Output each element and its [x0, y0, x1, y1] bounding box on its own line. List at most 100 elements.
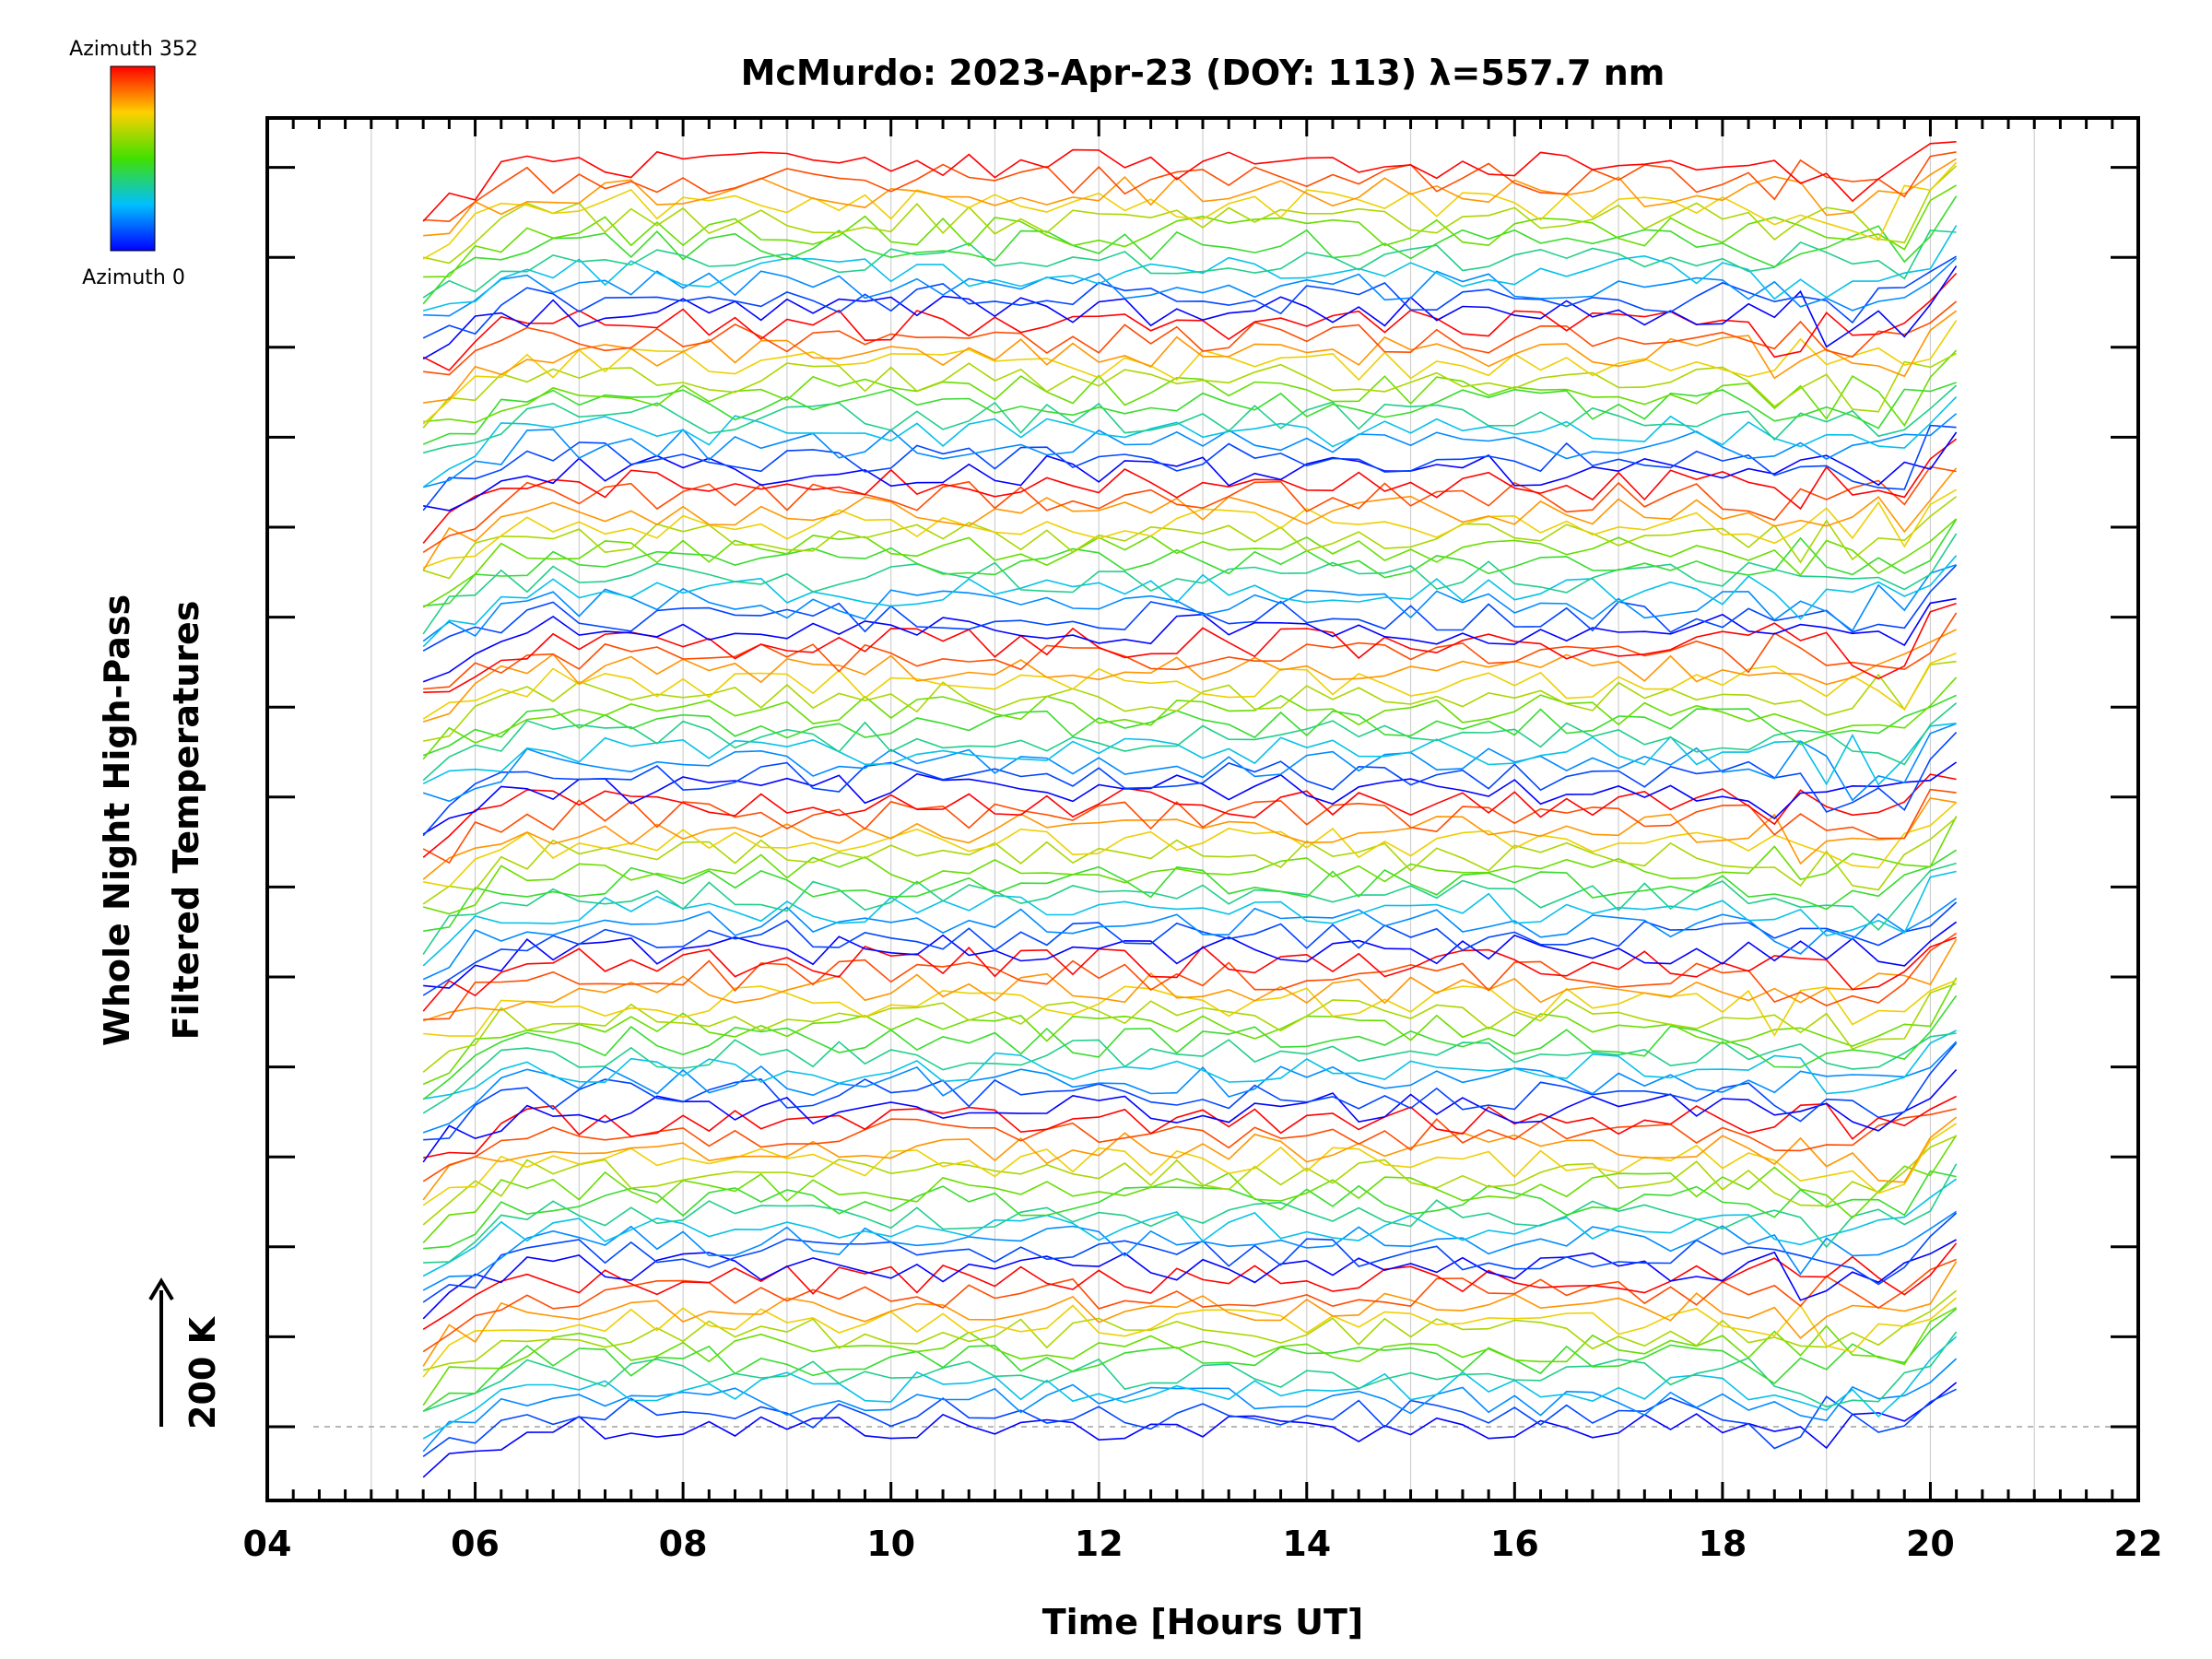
trace-line	[422, 1297, 1958, 1378]
trace-line	[422, 1068, 1958, 1163]
trace-line	[423, 151, 1957, 223]
trace-line	[422, 488, 1957, 569]
trace-line	[422, 1108, 1957, 1182]
trace-line	[422, 467, 1958, 571]
trace-line	[422, 1242, 1958, 1330]
trace-line	[422, 518, 1958, 608]
x-tick-label: 06	[451, 1524, 500, 1564]
trace-line	[422, 272, 1958, 371]
trace-line	[422, 1382, 1958, 1478]
y-axis-label-line2: Filtered Temperatures	[166, 601, 206, 1041]
trace-line	[422, 465, 1957, 553]
trace-line	[422, 352, 1957, 429]
trace-line	[423, 1170, 1957, 1250]
chart-title: McMurdo: 2023-Apr-23 (DOY: 113) λ=557.7 …	[741, 53, 1665, 93]
x-tick-label: 22	[2114, 1524, 2163, 1564]
trace-line	[422, 898, 1958, 981]
trace-line	[423, 310, 1958, 404]
colorbar-top-label: Azimuth 352	[69, 38, 198, 61]
trace-line	[422, 723, 1957, 803]
trace-line	[422, 564, 1958, 652]
axis-ticks	[265, 118, 2140, 1500]
trace-line	[422, 938, 1958, 1022]
x-tick-label: 10	[866, 1524, 915, 1564]
trace-line	[422, 1123, 1958, 1206]
trace-line	[422, 1331, 1958, 1412]
trace-line	[422, 1212, 1958, 1303]
trace-line	[422, 1032, 1957, 1114]
trace-line	[422, 438, 1958, 544]
trace-line	[422, 652, 1957, 720]
trace-line	[422, 761, 1958, 835]
trace-line	[422, 702, 1958, 782]
trace-line	[422, 1388, 1957, 1457]
trace-line	[422, 1135, 1957, 1226]
trace-line	[423, 1163, 1958, 1264]
trace-line	[422, 396, 1958, 488]
x-tick-label: 04	[243, 1524, 292, 1564]
trace-line	[423, 849, 1958, 932]
trace-line	[423, 979, 1957, 1037]
trace-line	[423, 1095, 1957, 1159]
trace-line	[422, 255, 1958, 339]
trace-line	[423, 431, 1958, 512]
trace-line	[422, 732, 1958, 837]
trace-line	[422, 629, 1957, 723]
trace-line	[422, 533, 1958, 635]
trace-line	[423, 602, 1957, 693]
colorbar-bottom-label: Azimuth 0	[82, 266, 185, 289]
trace-line	[423, 158, 1958, 237]
trace-line	[422, 161, 1958, 260]
trace-line	[422, 1358, 1958, 1453]
trace-line	[422, 694, 1957, 757]
trace-line	[422, 195, 1958, 305]
trace-line	[423, 612, 1958, 690]
trace-line	[422, 555, 1958, 648]
x-tick-label: 16	[1490, 1524, 1539, 1564]
trace-line	[422, 424, 1957, 512]
trace-line	[422, 1135, 1958, 1243]
trace-line	[423, 921, 1958, 989]
trace-line	[422, 1289, 1958, 1371]
trace-line	[423, 349, 1958, 428]
colorbar	[110, 65, 156, 252]
x-tick-label: 12	[1075, 1524, 1124, 1564]
trace-line	[422, 1258, 1957, 1353]
trace-line	[422, 563, 1957, 642]
trace-line	[423, 802, 1958, 888]
trace-line	[422, 597, 1957, 683]
trace-line	[422, 1261, 1958, 1367]
trace-line	[422, 994, 1958, 1100]
scale-label: 200 K	[182, 1315, 223, 1430]
trace-line	[423, 257, 1958, 317]
trace-line	[422, 982, 1957, 1073]
trace-line	[422, 1116, 1958, 1201]
x-tick-label: 14	[1282, 1524, 1331, 1564]
trace-line	[422, 382, 1957, 445]
trace-line	[423, 165, 1958, 265]
trace-line	[422, 496, 1958, 580]
trace-line	[422, 1178, 1958, 1277]
trace-line	[423, 1030, 1957, 1100]
trace-line	[423, 1041, 1958, 1141]
trace-line	[422, 1306, 1957, 1406]
x-axis-label: Time [Hours UT]	[1042, 1602, 1364, 1642]
scale-arrow-icon	[148, 1277, 174, 1301]
trace-line	[422, 723, 1957, 786]
trace-line	[422, 320, 1958, 425]
trace-line	[422, 1308, 1958, 1412]
x-tick-label: 08	[659, 1524, 708, 1564]
x-tick-labels: 04 06 08 10 12 14 16 18 20 22	[243, 1524, 2163, 1564]
trace-line	[422, 936, 1957, 1012]
trace-line	[422, 384, 1958, 454]
trace-line	[423, 518, 1958, 607]
trace-line	[423, 660, 1957, 742]
x-tick-label: 18	[1698, 1524, 1747, 1564]
trace-line	[422, 797, 1957, 880]
y-axis-label-line1: Whole Night High-Pass	[97, 594, 137, 1046]
x-tick-label: 20	[1906, 1524, 1955, 1564]
trace-line	[422, 225, 1958, 312]
trace-line	[422, 141, 1957, 222]
trace-line	[422, 677, 1958, 760]
